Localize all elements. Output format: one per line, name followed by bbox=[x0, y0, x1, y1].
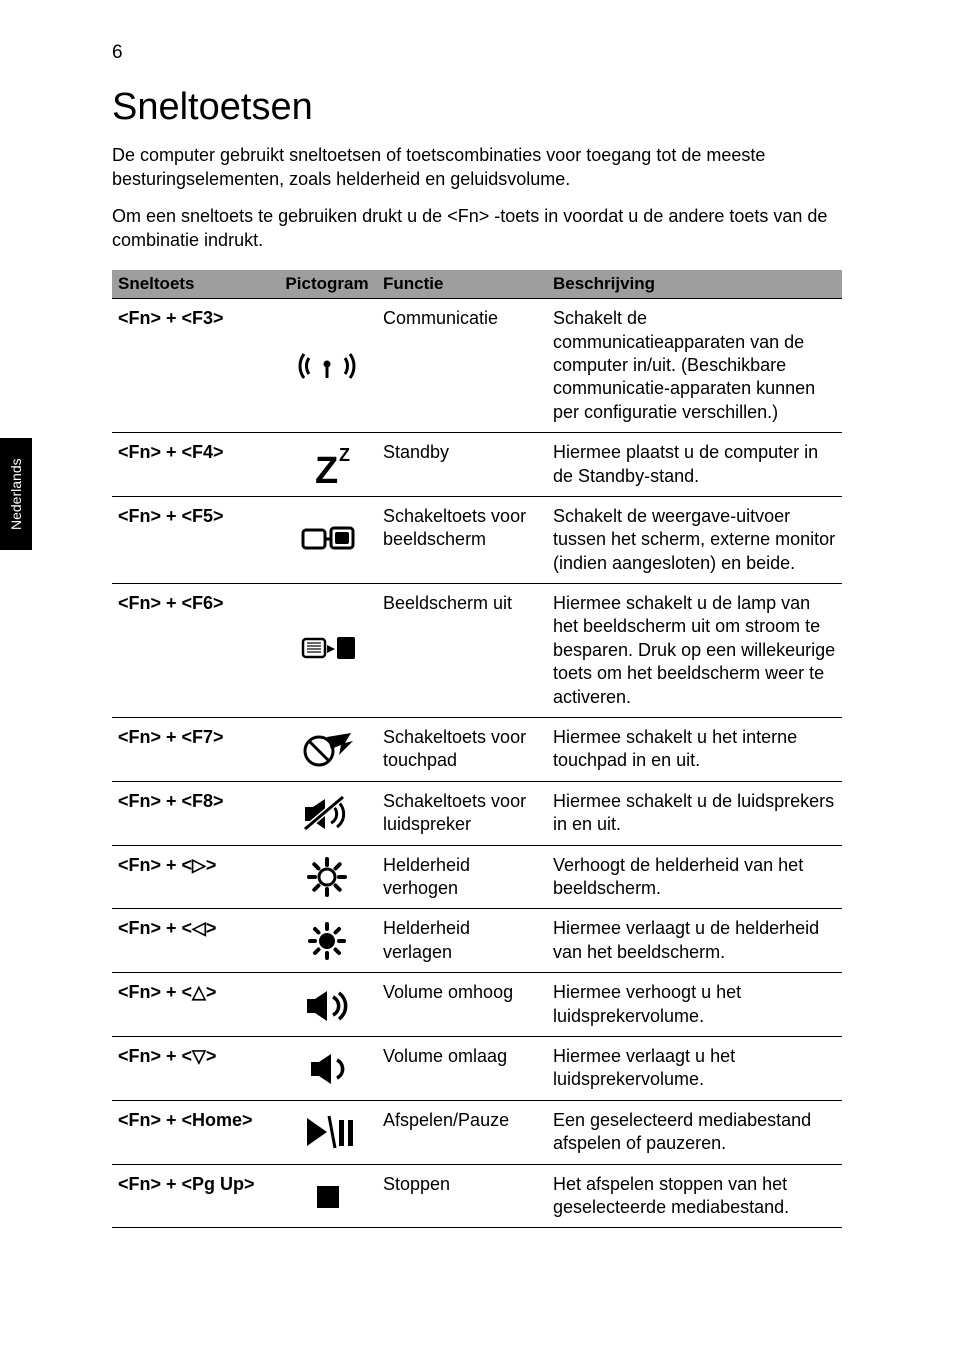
wifi-icon bbox=[277, 299, 377, 433]
description-cell: Hiermee verlaagt u het luidsprekervolume… bbox=[547, 1036, 842, 1100]
table-row: <Fn> + <F8> Schakeltoets voor luidspreke… bbox=[112, 781, 842, 845]
svg-text:Z: Z bbox=[339, 445, 350, 465]
description-cell: Verhoogt de helderheid van het beeldsche… bbox=[547, 845, 842, 909]
hotkey-cell: <Fn> + <F8> bbox=[112, 781, 277, 845]
description-cell: Hiermee schakelt u de lamp van het beeld… bbox=[547, 584, 842, 718]
hotkey-cell: <Fn> + <F5> bbox=[112, 496, 277, 583]
function-cell: Afspelen/Pauze bbox=[377, 1100, 547, 1164]
page-title: Sneltoetsen bbox=[112, 86, 842, 129]
vol-up-icon bbox=[277, 973, 377, 1037]
description-cell: Hiermee verhoogt u het luidsprekervolume… bbox=[547, 973, 842, 1037]
touchpad-icon bbox=[277, 718, 377, 782]
table-row: <Fn> + <F3> Communicatie Schakelt de com… bbox=[112, 299, 842, 433]
description-cell: Hiermee verlaagt u de helderheid van het… bbox=[547, 909, 842, 973]
table-row: <Fn> + <△> Volume omhoog Hiermee verhoog… bbox=[112, 973, 842, 1037]
table-row: <Fn> + <Pg Up> Stoppen Het afspelen stop… bbox=[112, 1164, 842, 1228]
function-cell: Volume omhoog bbox=[377, 973, 547, 1037]
table-row: <Fn> + <F4> Z Z Standby Hiermee plaatst … bbox=[112, 433, 842, 497]
stop-icon bbox=[277, 1164, 377, 1228]
table-row: <Fn> + <F5> Schakeltoets voor beeldscher… bbox=[112, 496, 842, 583]
hotkey-cell: <Fn> + <◁> bbox=[112, 909, 277, 973]
description-cell: Een geselecteerd mediabestand afspelen o… bbox=[547, 1100, 842, 1164]
hotkey-cell: <Fn> + <Home> bbox=[112, 1100, 277, 1164]
hotkey-cell: <Fn> + <Pg Up> bbox=[112, 1164, 277, 1228]
description-cell: Hiermee schakelt u de luidsprekers in en… bbox=[547, 781, 842, 845]
header-description: Beschrijving bbox=[547, 270, 842, 299]
intro-paragraph-2: Om een sneltoets te gebruiken drukt u de… bbox=[112, 204, 842, 253]
hotkey-cell: <Fn> + <F3> bbox=[112, 299, 277, 433]
bright-down-icon bbox=[277, 909, 377, 973]
function-cell: Volume omlaag bbox=[377, 1036, 547, 1100]
table-row: <Fn> + <▷> Helderheid verhogen Verhoogt … bbox=[112, 845, 842, 909]
hotkeys-table: Sneltoets Pictogram Functie Beschrijving… bbox=[112, 270, 842, 1228]
play-pause-icon bbox=[277, 1100, 377, 1164]
description-cell: Hiermee schakelt u het interne touchpad … bbox=[547, 718, 842, 782]
function-cell: Helderheid verlagen bbox=[377, 909, 547, 973]
table-row: <Fn> + <▽> Volume omlaag Hiermee verlaag… bbox=[112, 1036, 842, 1100]
function-cell: Beeldscherm uit bbox=[377, 584, 547, 718]
hotkey-cell: <Fn> + <F6> bbox=[112, 584, 277, 718]
header-hotkey: Sneltoets bbox=[112, 270, 277, 299]
function-cell: Stoppen bbox=[377, 1164, 547, 1228]
function-cell: Schakeltoets voor touchpad bbox=[377, 718, 547, 782]
description-cell: Schakelt de weergave-uitvoer tussen het … bbox=[547, 496, 842, 583]
header-pictogram: Pictogram bbox=[277, 270, 377, 299]
intro-paragraph-1: De computer gebruikt sneltoetsen of toet… bbox=[112, 143, 842, 192]
table-row: <Fn> + <F7> Schakeltoets voor touchpad H… bbox=[112, 718, 842, 782]
svg-text:Z: Z bbox=[315, 450, 338, 487]
hotkey-cell: <Fn> + <F7> bbox=[112, 718, 277, 782]
description-cell: Schakelt de communicatieapparaten van de… bbox=[547, 299, 842, 433]
function-cell: Communicatie bbox=[377, 299, 547, 433]
description-cell: Hiermee plaatst u de computer in de Stan… bbox=[547, 433, 842, 497]
function-cell: Standby bbox=[377, 433, 547, 497]
function-cell: Helderheid verhogen bbox=[377, 845, 547, 909]
hotkey-cell: <Fn> + <▷> bbox=[112, 845, 277, 909]
hotkey-cell: <Fn> + <F4> bbox=[112, 433, 277, 497]
screen-off-icon bbox=[277, 584, 377, 718]
table-row: <Fn> + <Home> Afspelen/Pauze Een geselec… bbox=[112, 1100, 842, 1164]
function-cell: Schakeltoets voor beeldscherm bbox=[377, 496, 547, 583]
function-cell: Schakeltoets voor luidspreker bbox=[377, 781, 547, 845]
table-row: <Fn> + <F6> Beeldscherm uit Hiermee scha… bbox=[112, 584, 842, 718]
sleep-icon: Z Z bbox=[277, 433, 377, 497]
header-function: Functie bbox=[377, 270, 547, 299]
hotkey-cell: <Fn> + <▽> bbox=[112, 1036, 277, 1100]
language-tab: Nederlands bbox=[0, 438, 32, 550]
hotkey-cell: <Fn> + <△> bbox=[112, 973, 277, 1037]
display-toggle-icon bbox=[277, 496, 377, 583]
bright-up-icon bbox=[277, 845, 377, 909]
vol-down-icon bbox=[277, 1036, 377, 1100]
speaker-mute-icon bbox=[277, 781, 377, 845]
page-number: 6 bbox=[112, 42, 123, 64]
table-row: <Fn> + <◁> Helderheid verlagen Hiermee v… bbox=[112, 909, 842, 973]
description-cell: Het afspelen stoppen van het geselecteer… bbox=[547, 1164, 842, 1228]
